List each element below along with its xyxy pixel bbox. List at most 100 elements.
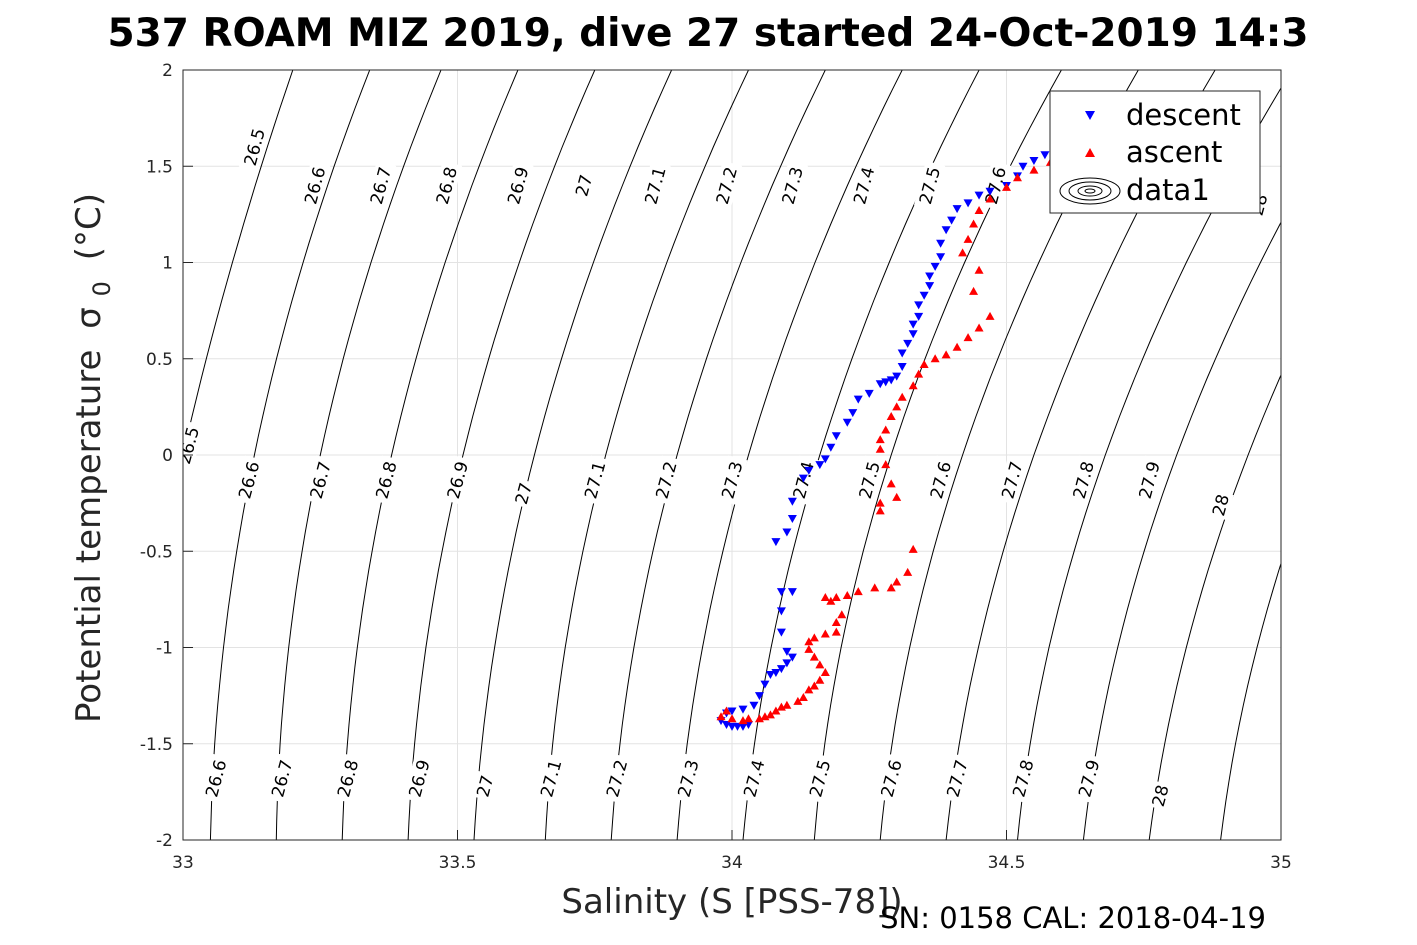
legend-label-ascent: ascent xyxy=(1126,135,1222,169)
descent-point xyxy=(908,330,918,339)
descent-point xyxy=(776,628,786,637)
descent-point xyxy=(798,474,808,483)
ascent-point xyxy=(952,342,962,351)
descent-point xyxy=(925,272,935,281)
ascent-point xyxy=(743,714,753,723)
ascent-point xyxy=(958,248,968,257)
isopycnal-line-27.9 xyxy=(1082,221,1281,840)
ascent-point xyxy=(820,668,830,677)
ascent-point xyxy=(837,610,847,619)
descent-point xyxy=(831,432,841,441)
descent-point xyxy=(908,320,918,329)
descent-point xyxy=(936,239,946,248)
y-tick-label: 0.5 xyxy=(146,350,173,370)
ascent-point xyxy=(908,544,918,553)
ascent-point xyxy=(881,425,891,434)
y-axis-label-main: Potential temperature xyxy=(69,350,109,723)
y-axis-label-unit: (°C) xyxy=(69,193,109,260)
calibration-footer: SN: 0158 CAL: 2018-04-19 xyxy=(880,901,1266,935)
isopycnal-line-27.3 xyxy=(676,70,903,840)
descent-point xyxy=(771,669,781,678)
isopycnal-line-26.6 xyxy=(209,70,371,840)
contour-label-bg xyxy=(1207,489,1234,521)
ascent-point xyxy=(974,265,984,274)
descent-point xyxy=(782,528,792,537)
x-tick-label: 34 xyxy=(721,853,743,873)
ascent-point xyxy=(815,660,825,669)
descent-point xyxy=(892,372,902,381)
contour-label-middle: 27 xyxy=(510,478,537,509)
contour-label-bg xyxy=(1133,455,1165,505)
descent-point xyxy=(925,282,935,291)
descent-point xyxy=(974,191,984,200)
y-axis-label: Potential temperature σ 0 (°C) xyxy=(69,193,119,723)
y-tick-label: 0 xyxy=(162,446,173,466)
descent-point xyxy=(1018,162,1028,171)
descent-point xyxy=(897,362,907,371)
ascent-point xyxy=(974,323,984,332)
contour-label-bg xyxy=(1073,753,1105,804)
descent-point xyxy=(760,680,770,689)
ascent-point xyxy=(820,629,830,638)
ascent-point xyxy=(875,444,885,453)
ascent-point xyxy=(897,392,907,401)
descent-point xyxy=(881,378,891,387)
isopycnal-line-28.1 xyxy=(1220,561,1281,840)
y-axis-ticks: 2 1.5 1 0.5 0 -0.5 -1 -1.5 -2 xyxy=(140,61,193,851)
y-tick-label: 2 xyxy=(162,61,173,81)
y-tick-label: -1.5 xyxy=(140,735,173,755)
ascent-point xyxy=(831,627,841,636)
descent-point xyxy=(903,339,913,348)
y-tick-label: -0.5 xyxy=(140,542,173,562)
contour-label-bg xyxy=(233,455,265,505)
descent-point xyxy=(936,253,946,262)
descent-point xyxy=(787,588,797,597)
contour-label-middle: 28 xyxy=(1207,489,1234,521)
contour-label-bg xyxy=(853,455,885,505)
contour-label-bg xyxy=(913,160,946,211)
descent-point xyxy=(963,199,973,208)
contour-label-bg xyxy=(716,455,748,505)
descent-point xyxy=(864,389,874,398)
descent-point xyxy=(820,455,830,464)
descent-point xyxy=(804,466,814,475)
contour-label-bg xyxy=(1067,455,1100,505)
descent-point xyxy=(952,205,962,214)
contour-label-bg xyxy=(848,160,880,211)
contour-label-bg xyxy=(370,455,402,505)
y-tick-label: -1 xyxy=(156,639,173,659)
descent-point xyxy=(815,461,825,470)
contour-label-bg xyxy=(570,170,597,201)
isopycnal-line-26.7 xyxy=(275,70,442,840)
contour-label-bg xyxy=(200,753,232,804)
ascent-point xyxy=(963,333,973,342)
ascent-point xyxy=(831,592,841,601)
ascent-point xyxy=(886,479,896,488)
y-tick-label: 1.5 xyxy=(146,157,173,177)
x-tick-label: 33.5 xyxy=(439,853,477,873)
contour-label-bg xyxy=(738,753,770,804)
ascent-point xyxy=(881,460,891,469)
ascent-point xyxy=(908,381,918,390)
contour-label-bg xyxy=(266,753,298,804)
ascent-point xyxy=(969,219,979,228)
contour-label-bg xyxy=(304,455,336,505)
descent-point xyxy=(842,418,852,427)
contour-label-bg xyxy=(332,753,364,804)
data-series xyxy=(716,142,1077,731)
descent-point xyxy=(738,705,748,714)
contour-label-bg xyxy=(650,455,682,505)
ascent-point xyxy=(892,492,902,501)
ascent-point xyxy=(886,583,896,592)
contour-label-bg xyxy=(471,770,498,802)
isopycnal-line-26.9 xyxy=(407,70,596,840)
descent-point xyxy=(941,226,951,235)
isopycnal-line-27 xyxy=(473,70,673,840)
ascent-point xyxy=(804,685,814,694)
legend-label-data1: data1 xyxy=(1126,173,1210,207)
contour-label-bg xyxy=(804,753,836,804)
ascent-point xyxy=(892,402,902,411)
contour-label-bg xyxy=(579,455,611,505)
ascent-point xyxy=(919,360,929,369)
